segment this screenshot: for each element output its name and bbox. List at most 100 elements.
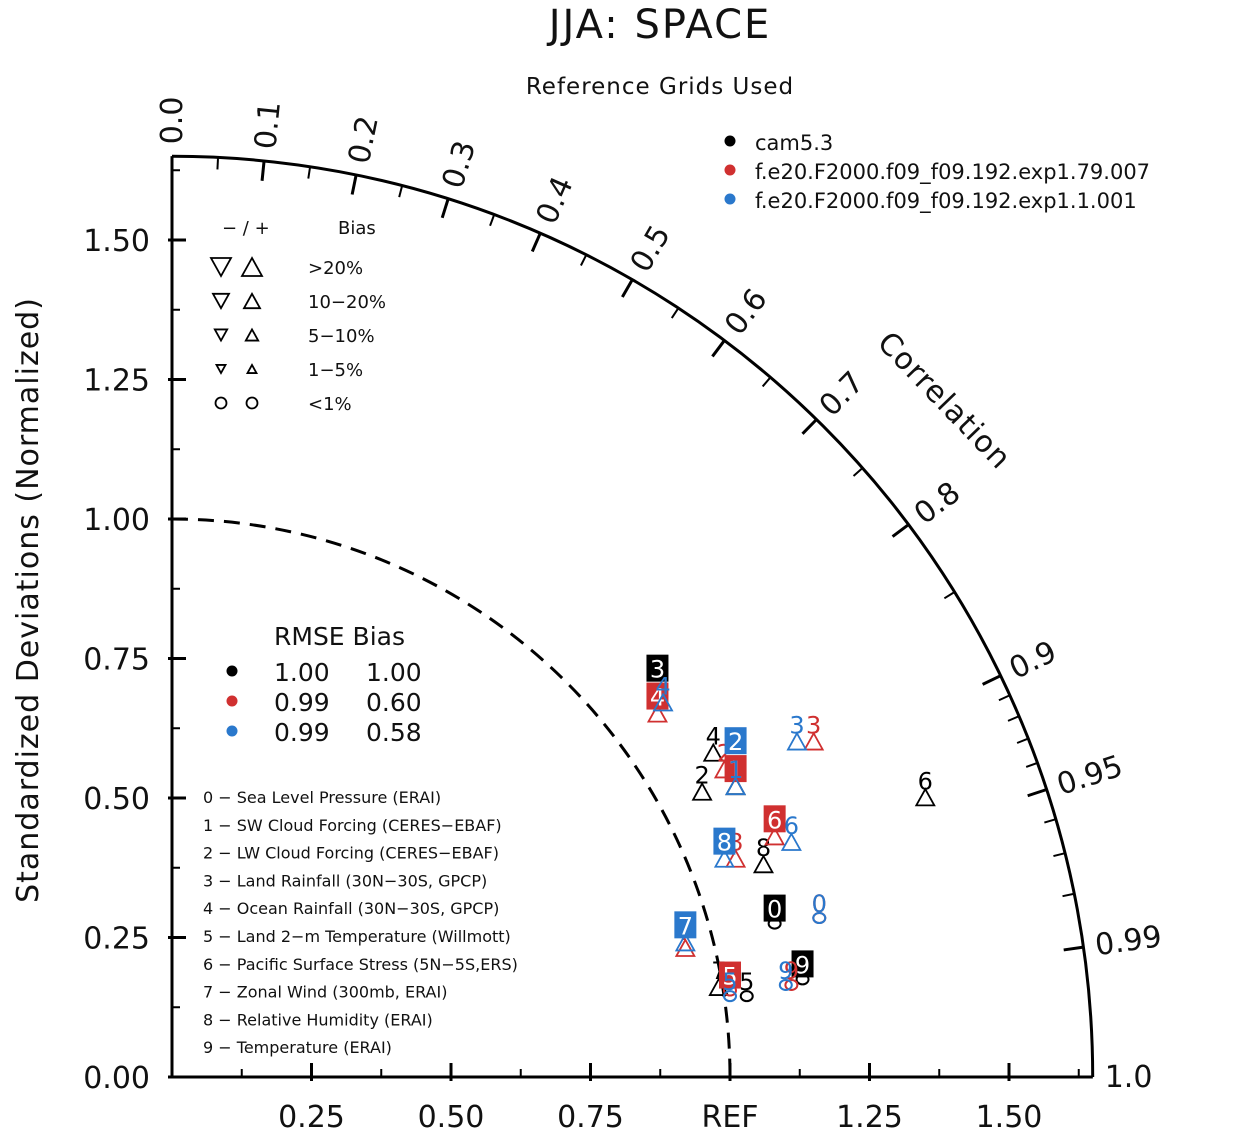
corr-tick-label: 0.1 [248, 100, 288, 151]
data-label: 2 [728, 728, 743, 756]
case-legend-item: 5 − Land 2−m Temperature (Willmott) [203, 927, 511, 946]
bias-up-triangle-icon [240, 256, 264, 277]
data-marker-triangle [713, 759, 735, 779]
data-label: 4 [650, 684, 665, 712]
y-tick-label: 1.00 [83, 503, 150, 538]
bias-legend-label: 5−10% [308, 326, 375, 347]
corr-minor-tick [1007, 715, 1020, 722]
data-marker-circle [739, 990, 754, 1003]
stats-legend-dot-icon [226, 665, 238, 677]
x-tick-label: 0.25 [278, 1100, 345, 1135]
data-label-box [719, 961, 741, 989]
x-tick-label: 1.50 [976, 1100, 1043, 1135]
data-marker-triangle [702, 742, 724, 762]
data-label: 0 [812, 890, 827, 918]
series-legend-dot-icon [724, 164, 736, 176]
stats-legend-rmse: 0.99 [274, 718, 330, 747]
data-label-box [763, 805, 786, 833]
corr-minor-tick [852, 467, 864, 477]
stats-legend-header: RMSE Bias [274, 622, 405, 651]
corr-minor-tick [670, 307, 680, 319]
series-legend-label: cam5.3 [755, 131, 833, 155]
stats-legend-bias: 1.00 [366, 658, 422, 687]
data-marker-triangle [652, 692, 674, 712]
data-label: 1 [728, 756, 743, 784]
stats-legend-dot-icon [226, 725, 238, 737]
case-legend-item: 4 − Ocean Rainfall (30N−30S, GPCP) [203, 899, 499, 918]
data-label-box [763, 894, 786, 922]
data-points: 012345678901234567890123456789 [646, 654, 936, 1003]
stats-legend-bias: 0.58 [366, 718, 422, 747]
corr-minor-tick [216, 157, 220, 170]
data-marker-triangle [691, 781, 713, 801]
bias-circle-icon [245, 396, 259, 410]
bias-legend-label: >20% [308, 258, 363, 279]
data-label: 0 [767, 896, 782, 924]
data-marker-triangle [786, 731, 808, 751]
data-label-box [674, 911, 697, 939]
corr-tick-label: 0.2 [342, 113, 386, 167]
data-label-box [724, 755, 747, 783]
stats-legend-bias: 0.60 [366, 688, 422, 717]
corr-tick-label: 0.3 [436, 137, 484, 193]
data-marker-circle [723, 990, 737, 1003]
data-label: 9 [784, 957, 799, 985]
corr-tick-label: 0.0 [155, 97, 190, 145]
bias-legend-sign: − / + [222, 218, 270, 239]
bias-down-triangle-icon [214, 364, 228, 375]
corr-tick-label: 0.5 [624, 219, 678, 278]
data-label: 5 [739, 968, 754, 996]
bias-legend-bias: Bias [338, 218, 376, 239]
case-legend-item: 6 − Pacific Surface Stress (5N−5S,ERS) [203, 955, 518, 974]
data-marker-triangle [752, 854, 775, 874]
data-label: 0 [812, 890, 827, 918]
corr-tick [711, 339, 726, 358]
data-label: 3 [650, 656, 665, 684]
corr-tick [891, 523, 910, 538]
corr-minor-tick [761, 376, 772, 388]
bias-legend-label: 10−20% [308, 292, 386, 313]
data-label-box [646, 654, 669, 682]
data-label: 4 [655, 672, 670, 700]
y-tick-label: 1.25 [83, 364, 150, 399]
data-label: 6 [784, 812, 799, 840]
corr-tick [621, 278, 634, 298]
corr-minor-tick [1016, 737, 1029, 744]
case-legend-item: 8 − Relative Humidity (ERAI) [203, 1010, 433, 1029]
bias-up-triangle-icon [245, 363, 259, 374]
stats-legend-dot-icon [226, 695, 238, 707]
data-label-box [791, 950, 814, 978]
corr-tick [981, 674, 1002, 686]
corr-tick-label: 0.99 [1093, 919, 1164, 963]
data-label: 9 [795, 951, 810, 979]
chart-title: JJA: SPACE [546, 2, 772, 48]
bias-legend: − / + Bias >20% 10−20% 5−10% 1−5% <1% [209, 218, 386, 415]
x-tick-label: 1.25 [836, 1100, 903, 1135]
corr-tick-label: 0.95 [1053, 749, 1127, 803]
data-marker-triangle [725, 776, 747, 796]
data-marker-triangle [646, 703, 668, 723]
data-marker-triangle [764, 826, 786, 846]
data-marker-triangle [725, 848, 747, 868]
corr-tick [260, 160, 266, 181]
data-label: 6 [918, 767, 933, 795]
x-tick-label: 0.75 [557, 1100, 624, 1135]
data-label: 8 [717, 829, 732, 857]
y-tick-label: 0.25 [83, 922, 150, 957]
case-legend-item: 2 − LW Cloud Forcing (CERES−EBAF) [203, 844, 499, 863]
corr-minor-tick [1044, 818, 1057, 824]
series-legend-label: f.e20.F2000.f09_f09.192.exp1.79.007 [755, 160, 1150, 185]
data-marker-triangle [674, 932, 696, 952]
bias-down-triangle-icon [213, 328, 229, 343]
bias-down-triangle-icon [211, 292, 231, 311]
corr-tick [1027, 788, 1048, 798]
x-tick-label: REF [701, 1100, 758, 1135]
series-legend-label: f.e20.F2000.f09_f09.192.exp1.1.001 [755, 189, 1137, 214]
corr-tick-label: 0.7 [813, 365, 871, 424]
data-label: 2 [694, 762, 709, 790]
outer-arc [171, 154, 1095, 1078]
bias-circle-icon [214, 396, 228, 410]
